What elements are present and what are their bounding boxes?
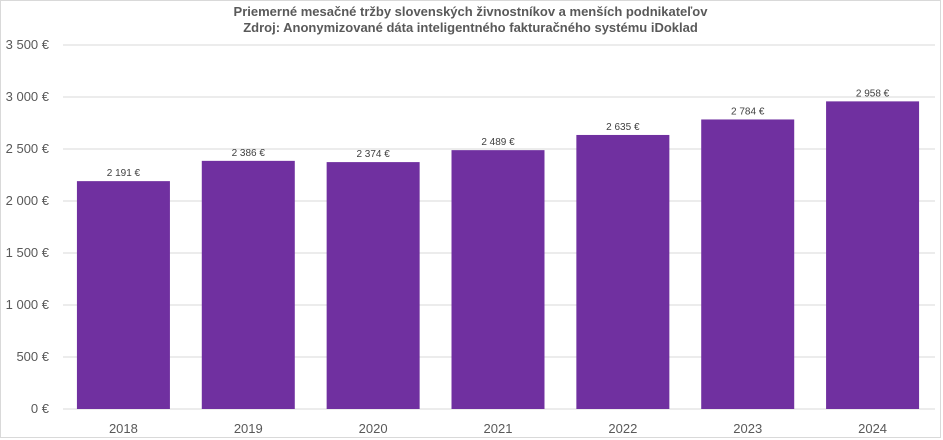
chart-subtitle: Zdroj: Anonymizované dáta inteligentného… [243,20,698,35]
data-label: 2 386 € [232,148,266,159]
data-label: 2 489 € [481,137,515,148]
data-label: 2 191 € [107,168,141,179]
x-tick-label: 2018 [109,421,138,436]
data-label: 2 374 € [356,149,390,160]
y-tick-label: 1 500 € [6,245,50,260]
bar [826,101,920,410]
y-tick-label: 2 000 € [6,193,50,208]
bar [701,119,795,410]
data-label: 2 635 € [606,122,640,133]
y-tick-label: 1 000 € [6,297,50,312]
bar [451,150,545,410]
x-tick-label: 2023 [733,421,762,436]
bar [201,160,295,409]
x-tick-label: 2020 [359,421,388,436]
bar [76,181,170,409]
x-tick-label: 2022 [608,421,637,436]
y-tick-label: 2 500 € [6,141,50,156]
x-tick-label: 2019 [234,421,263,436]
bar [576,134,670,409]
y-tick-label: 3 500 € [6,37,50,52]
x-tick-label: 2021 [484,421,513,436]
chart-titles: Priemerné mesačné tržby slovenských živn… [1,4,940,36]
y-tick-label: 0 € [31,401,50,416]
bar [326,162,420,409]
data-label: 2 784 € [731,106,765,117]
x-tick-label: 2024 [858,421,887,436]
y-tick-label: 500 € [16,349,49,364]
y-tick-label: 3 000 € [6,89,50,104]
data-label: 2 958 € [856,88,890,99]
chart-title: Priemerné mesačné tržby slovenských živn… [233,4,708,19]
